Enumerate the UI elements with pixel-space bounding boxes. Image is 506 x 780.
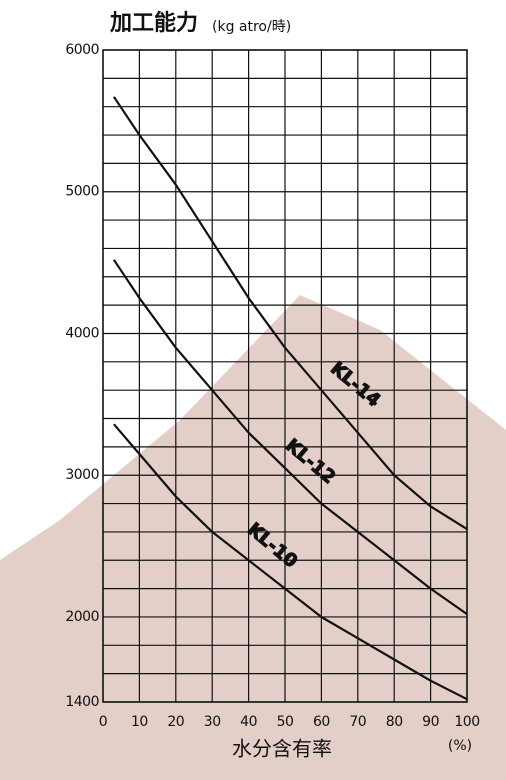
y-tick-label: 2000 [65, 609, 99, 625]
background-photo [0, 295, 506, 780]
y-tick-label: 5000 [65, 184, 99, 200]
x-tick-label: 60 [313, 714, 330, 730]
x-tick-label: 0 [99, 714, 107, 730]
series-line [112, 259, 468, 616]
x-tick-label: 50 [277, 714, 294, 730]
chart-title: 加工能力 [109, 10, 198, 36]
x-tick-label: 80 [386, 714, 403, 730]
x-tick-label: 90 [422, 714, 439, 730]
x-tick-label: 40 [240, 714, 257, 730]
x-axis-label: 水分含有率 [232, 737, 332, 761]
x-tick-label: 100 [454, 714, 479, 730]
x-tick-label: 20 [167, 714, 184, 730]
y-tick-label: 1400 [65, 694, 99, 710]
x-tick-label: 30 [204, 714, 221, 730]
x-tick-label: 10 [131, 714, 148, 730]
series-line [113, 423, 468, 701]
series-line [112, 96, 468, 531]
title-unit: (kg atro/時) [212, 19, 291, 35]
x-tick-label: 70 [349, 714, 366, 730]
y-tick-label: 3000 [65, 467, 99, 483]
y-tick-label: 4000 [65, 325, 99, 341]
x-axis-unit: (%) [448, 738, 472, 754]
y-tick-label: 6000 [65, 42, 99, 58]
